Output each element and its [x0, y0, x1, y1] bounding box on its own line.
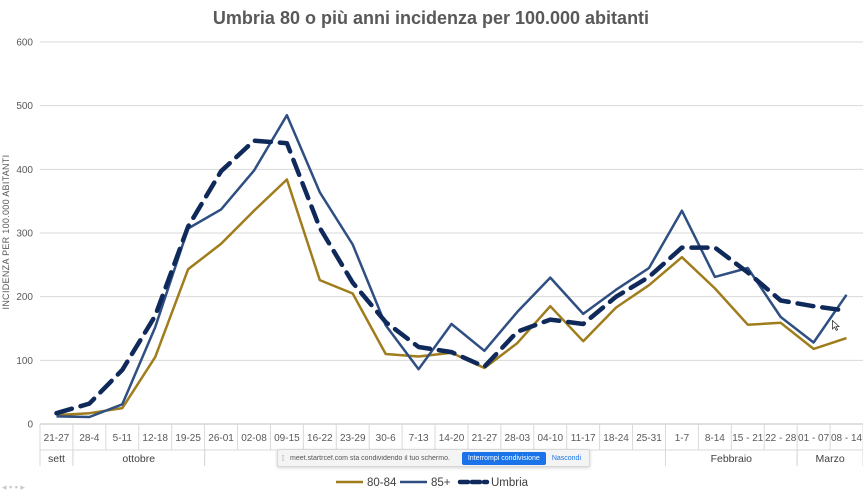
x-tick-label: 02-08: [241, 433, 267, 444]
x-tick-label: 25-31: [636, 433, 662, 444]
x-tick-label: 12-18: [142, 433, 168, 444]
x-tick-label: 15 - 21: [732, 433, 764, 444]
screen-share-notification: ⁞ meet.startrcef.com sta condividendo il…: [277, 449, 590, 467]
x-tick-label: 01 - 07: [798, 433, 830, 444]
x-tick-label: 28-03: [505, 433, 531, 444]
x-tick-label: 7-13: [409, 433, 429, 444]
y-tick-label: 200: [16, 292, 33, 303]
y-tick-label: 100: [16, 356, 33, 367]
y-axis-ticks: 0 100 200 300 400 500 600: [16, 38, 33, 431]
x-tick-label: 22 - 28: [765, 433, 797, 444]
x-tick-label: 26-01: [208, 433, 234, 444]
month-label: Febbraio: [711, 453, 753, 465]
mouse-cursor-icon: [832, 320, 840, 331]
x-tick-label: 8-14: [705, 433, 725, 444]
chart-title: Umbria 80 o più anni incidenza per 100.0…: [213, 8, 649, 28]
x-tick-label: 23-29: [340, 433, 366, 444]
x-tick-label: 21-27: [472, 433, 498, 444]
legend: 80-84 85+ Umbria: [336, 477, 529, 489]
x-tick-label: 11-17: [571, 433, 596, 444]
series-line-80-84: [56, 178, 847, 417]
series-lines: [54, 113, 849, 419]
legend-label: 80-84: [367, 477, 397, 489]
y-tick-label: 0: [27, 420, 33, 431]
x-tick-label: 18-24: [603, 433, 629, 444]
x-tick-label: 5-11: [113, 433, 133, 444]
x-tick-label: 09-15: [274, 433, 300, 444]
x-tick-label: 04-10: [537, 433, 563, 444]
stop-sharing-button[interactable]: Interrompi condivisione: [461, 451, 546, 465]
x-tick-label: 28-4: [79, 433, 99, 444]
month-label: sett: [48, 453, 65, 465]
y-tick-label: 400: [16, 165, 33, 176]
x-tick-label: 14-20: [439, 433, 465, 444]
gridlines: [40, 41, 863, 361]
hide-share-bar-button[interactable]: Nascondi: [551, 454, 581, 462]
share-message: meet.startrcef.com sta condividendo il t…: [290, 454, 450, 462]
x-tick-label: 21-27: [44, 433, 70, 444]
x-tick-label: 1-7: [675, 433, 690, 444]
y-tick-label: 500: [16, 101, 33, 112]
series-line-85-: [56, 113, 848, 419]
x-tick-label: 19-25: [175, 433, 201, 444]
y-tick-label: 600: [16, 38, 33, 49]
x-tick-label: 08 - 14: [831, 433, 863, 444]
x-tick-label: 30-6: [376, 433, 396, 444]
drag-handle-icon[interactable]: ⁞: [281, 453, 285, 463]
toolbar-icons: ◂ ▪ ▪ ▸: [2, 482, 25, 492]
legend-label: 85+: [431, 477, 451, 489]
y-tick-label: 300: [16, 229, 33, 240]
series-line-umbria: [54, 138, 849, 416]
month-label: ottobre: [122, 453, 155, 465]
x-tick-label: 16-22: [307, 433, 333, 444]
legend-label: Umbria: [491, 477, 529, 489]
month-label: Marzo: [815, 453, 844, 465]
y-axis-label: INCIDENZA PER 100.000 ABITANTI: [1, 155, 11, 310]
